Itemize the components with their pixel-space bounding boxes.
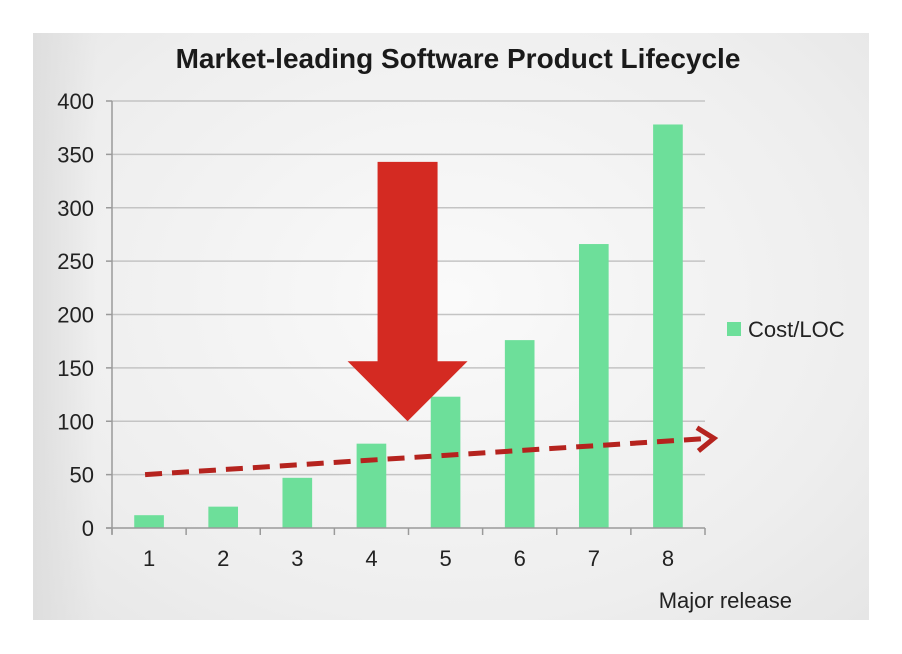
bar: [134, 515, 164, 528]
bar: [504, 340, 535, 528]
bar: [208, 506, 239, 528]
y-tick-label: 300: [57, 196, 94, 221]
x-tick-label: 8: [662, 546, 674, 571]
bar: [653, 124, 683, 529]
legend-swatch: [727, 322, 741, 336]
y-tick-label: 0: [82, 516, 94, 541]
x-tick-label: 3: [291, 546, 303, 571]
chart-title: Market-leading Software Product Lifecycl…: [176, 43, 741, 74]
legend: Cost/LOC: [727, 317, 845, 342]
legend-label: Cost/LOC: [748, 317, 845, 342]
bar: [356, 443, 387, 528]
y-tick-labels: 0 50 100 150 200 250 300 350 400: [57, 89, 94, 541]
x-tick-label: 7: [588, 546, 600, 571]
axes: [106, 100, 706, 535]
annotations: [144, 161, 719, 478]
x-tick-label: 6: [514, 546, 526, 571]
trend-line: [144, 435, 711, 478]
bar: [430, 396, 461, 528]
y-tick-label: 100: [57, 409, 94, 434]
y-tick-label: 400: [57, 89, 94, 114]
x-tick-label: 4: [365, 546, 377, 571]
x-tick-labels: 1 2 3 4 5 6 7 8: [143, 546, 674, 571]
y-tick-label: 350: [57, 142, 94, 167]
y-tick-label: 200: [57, 303, 94, 328]
x-tick-label: 5: [439, 546, 451, 571]
bar: [578, 244, 609, 529]
bar: [282, 477, 313, 528]
x-tick-label: 2: [217, 546, 229, 571]
y-tick-label: 50: [70, 463, 94, 488]
y-tick-label: 250: [57, 249, 94, 274]
bars: [134, 124, 683, 529]
down-arrow: [347, 161, 468, 422]
trend-arrowhead: [695, 425, 719, 453]
y-tick-label: 150: [57, 356, 94, 381]
x-tick-label: 1: [143, 546, 155, 571]
x-axis-label: Major release: [659, 588, 792, 613]
slide-shadow-edge: [33, 33, 97, 620]
